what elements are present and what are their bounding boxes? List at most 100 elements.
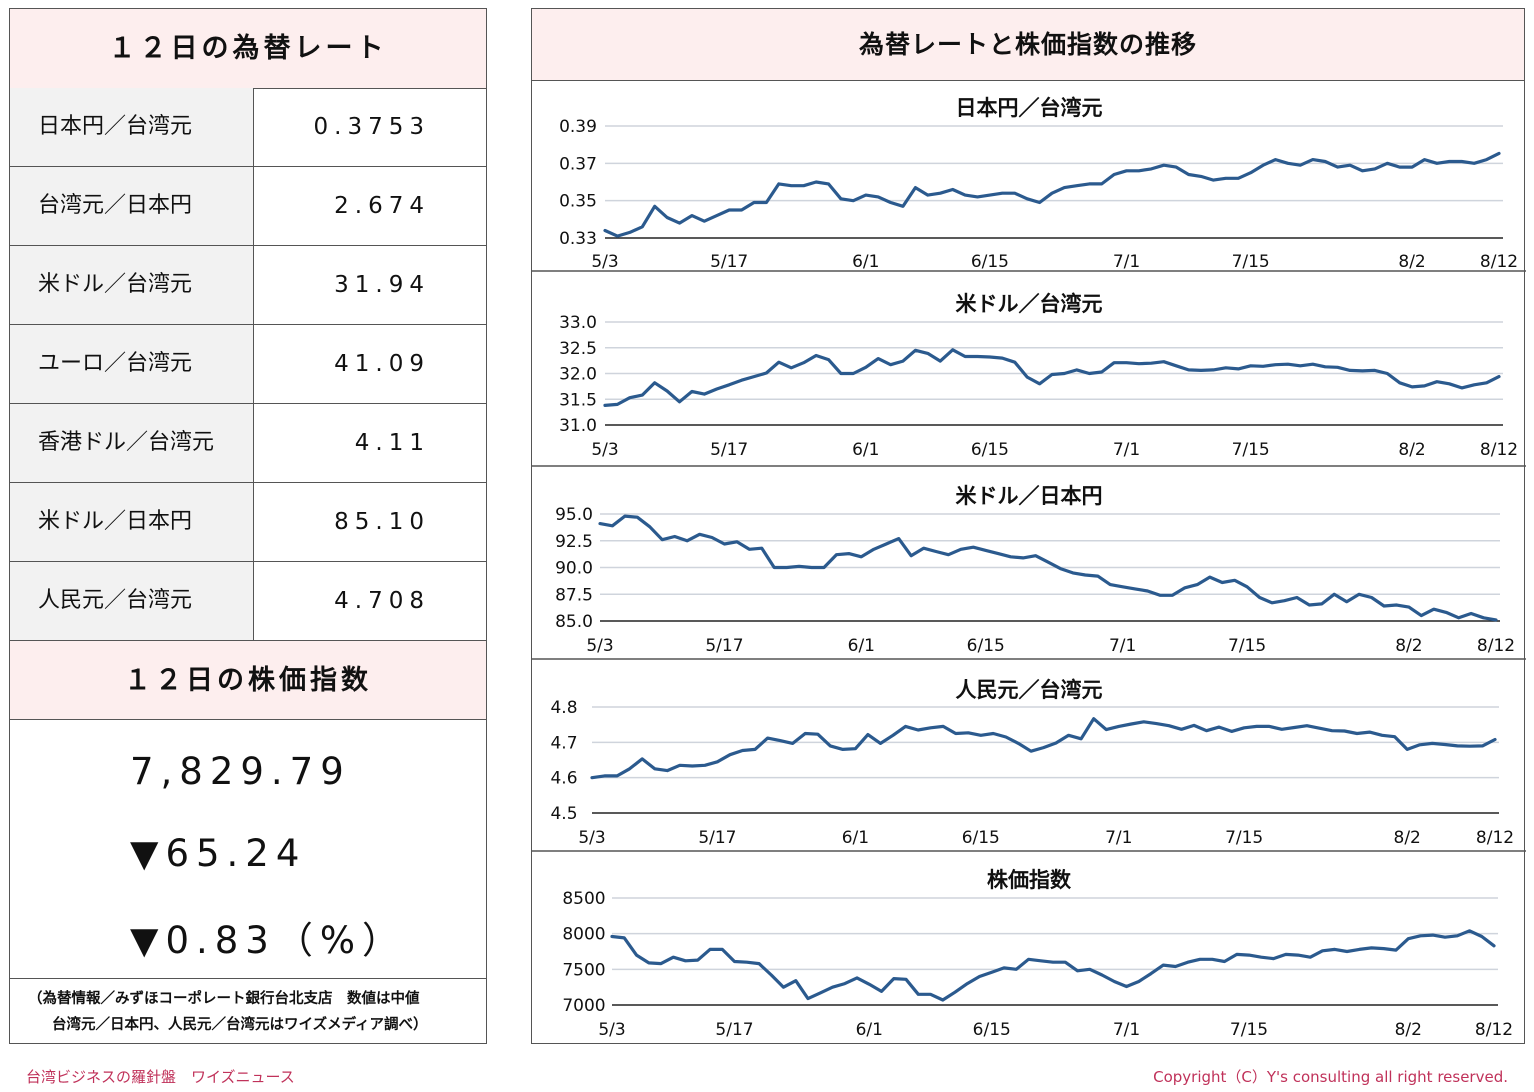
- rate-row: 香港ドル／台湾元 4.11: [10, 404, 486, 483]
- y-tick-label: 92.5: [555, 532, 593, 552]
- y-tick-label: 0.33: [559, 229, 597, 249]
- x-tick-label: 5/17: [710, 440, 748, 460]
- chart-title: 日本円／台湾元: [956, 96, 1103, 120]
- x-tick-label: 7/15: [1232, 252, 1270, 272]
- series-line: [603, 151, 1501, 238]
- source-note-line1: （為替情報／みずほコーポレート銀行台北支店 数値は中値: [28, 991, 420, 1007]
- y-tick-label: 8500: [562, 889, 605, 909]
- rate-value: 85.10: [334, 509, 430, 535]
- y-tick-label: 0.35: [559, 192, 597, 212]
- x-tick-label: 7/1: [1113, 1020, 1140, 1040]
- rate-label: ユーロ／台湾元: [10, 325, 254, 403]
- rate-value: 41.09: [334, 351, 430, 377]
- x-tick-label: 7/1: [1109, 636, 1136, 656]
- y-tick-label: 32.5: [559, 339, 597, 359]
- rate-value: 4.11: [354, 430, 430, 456]
- y-tick-label: 7500: [562, 960, 605, 980]
- rate-label: 香港ドル／台湾元: [10, 404, 254, 482]
- x-tick-label: 8/12: [1477, 636, 1515, 656]
- y-tick-label: 90.0: [555, 559, 593, 579]
- x-tick-label: 6/15: [962, 828, 1000, 848]
- source-note: （為替情報／みずほコーポレート銀行台北支店 数値は中値 台湾元／日本円、人民元／…: [10, 978, 486, 1045]
- x-tick-label: 6/1: [856, 1020, 883, 1040]
- rate-row: 人民元／台湾元 4.708: [10, 562, 486, 641]
- x-tick-label: 8/2: [1395, 1020, 1422, 1040]
- rate-table-header: １２日の為替レート: [10, 9, 486, 89]
- x-tick-label: 5/17: [710, 252, 748, 272]
- x-tick-label: 8/12: [1480, 252, 1518, 272]
- footer-copyright: Copyright（C）Y's consulting all right res…: [1153, 1068, 1508, 1086]
- series-line: [590, 717, 1497, 780]
- rate-label: 台湾元／日本円: [10, 167, 254, 245]
- x-tick-label: 5/17: [698, 828, 736, 848]
- rate-value: 4.708: [334, 588, 430, 614]
- series-line: [610, 929, 1496, 1002]
- rate-table-panel: １２日の為替レート 日本円／台湾元 0.3753 台湾元／日本円 2.674 米ドル／台…: [9, 8, 487, 1044]
- rate-label: 米ドル／日本円: [10, 483, 254, 561]
- x-tick-label: 7/1: [1113, 440, 1140, 460]
- y-tick-label: 4.8: [550, 698, 577, 718]
- x-tick-label: 6/1: [842, 828, 869, 848]
- charts-panel-title: 為替レートと株価指数の推移: [532, 9, 1524, 81]
- rate-value: 2.674: [334, 193, 430, 219]
- rate-row: 米ドル／日本円 85.10: [10, 483, 486, 562]
- source-note-line2: 台湾元／日本円、人民元／台湾元はワイズメディア調べ）: [52, 1017, 428, 1033]
- y-tick-label: 85.0: [555, 612, 593, 632]
- chart-title: 株価指数: [987, 868, 1072, 892]
- y-tick-label: 0.39: [559, 117, 597, 137]
- x-tick-label: 7/15: [1232, 440, 1270, 460]
- stock-index-header: １２日の株価指数: [10, 640, 486, 720]
- x-tick-label: 6/15: [973, 1020, 1011, 1040]
- rate-table: 日本円／台湾元 0.3753 台湾元／日本円 2.674 米ドル／台湾元 31.94 ユーロ…: [10, 88, 486, 641]
- x-tick-label: 5/3: [591, 252, 618, 272]
- x-tick-label: 7/1: [1105, 828, 1132, 848]
- rate-row: 台湾元／日本円 2.674: [10, 167, 486, 246]
- y-tick-label: 8000: [562, 925, 605, 945]
- rate-label: 日本円／台湾元: [10, 88, 254, 166]
- stock-index-values: 7,829.79 ▼65.24 ▼0.83（%）: [10, 720, 486, 978]
- x-tick-label: 8/2: [1398, 440, 1425, 460]
- chart-title: 人民元／台湾元: [956, 678, 1103, 702]
- x-tick-label: 7/15: [1225, 828, 1263, 848]
- y-tick-label: 87.5: [555, 585, 593, 605]
- x-tick-label: 7/1: [1113, 252, 1140, 272]
- x-tick-label: 5/3: [578, 828, 605, 848]
- x-tick-label: 8/2: [1394, 828, 1421, 848]
- x-tick-label: 5/3: [591, 440, 618, 460]
- y-tick-label: 0.37: [559, 154, 597, 174]
- rate-row: ユーロ／台湾元 41.09: [10, 325, 486, 404]
- y-tick-label: 4.5: [550, 804, 577, 824]
- x-tick-label: 8/12: [1475, 1020, 1513, 1040]
- y-tick-label: 32.0: [559, 365, 597, 385]
- x-tick-label: 6/15: [967, 636, 1005, 656]
- y-tick-label: 33.0: [559, 313, 597, 333]
- y-tick-label: 4.7: [550, 733, 577, 753]
- x-tick-label: 6/1: [848, 636, 875, 656]
- rate-label: 人民元／台湾元: [10, 562, 254, 640]
- x-tick-label: 8/12: [1476, 828, 1514, 848]
- chart-title: 米ドル／日本円: [956, 484, 1103, 508]
- y-tick-label: 31.5: [559, 390, 597, 410]
- x-tick-label: 5/17: [705, 636, 743, 656]
- x-tick-label: 7/15: [1228, 636, 1266, 656]
- series-line: [598, 514, 1498, 622]
- series-line: [603, 348, 1501, 407]
- y-tick-label: 7000: [562, 996, 605, 1016]
- footer-brand: 台湾ビジネスの羅針盤 ワイズニュース: [26, 1068, 295, 1086]
- x-tick-label: 5/3: [586, 636, 613, 656]
- stock-index-change: ▼65.24: [130, 832, 307, 875]
- x-tick-label: 6/1: [852, 252, 879, 272]
- charts-svg: 日本円／台湾元 0.33 0.35 0.37 0.39 5/3 5/17 6/1 6/15 7/1…: [532, 96, 1526, 1040]
- rate-row: 米ドル／台湾元 31.94: [10, 246, 486, 325]
- x-tick-label: 8/2: [1398, 252, 1425, 272]
- charts-panel: 為替レートと株価指数の推移 日本円／台湾元 0.33 0.35 0.37 0.39 5/3…: [531, 8, 1526, 1044]
- x-tick-label: 8/2: [1395, 636, 1422, 656]
- y-tick-label: 4.6: [550, 769, 577, 789]
- x-tick-label: 6/15: [971, 252, 1009, 272]
- rate-value: 31.94: [334, 272, 430, 298]
- x-tick-label: 5/3: [598, 1020, 625, 1040]
- x-tick-label: 7/15: [1230, 1020, 1268, 1040]
- stock-index-change-pct: ▼0.83（%）: [130, 919, 406, 962]
- x-tick-label: 6/15: [971, 440, 1009, 460]
- y-tick-label: 31.0: [559, 416, 597, 436]
